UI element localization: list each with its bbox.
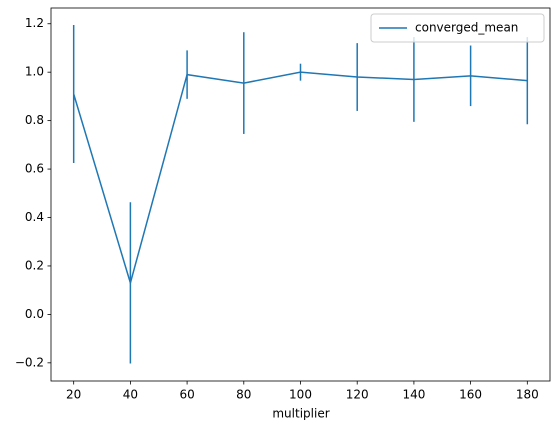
legend-label: converged_mean bbox=[415, 21, 518, 35]
y-tick-label: 0.6 bbox=[25, 162, 44, 176]
x-tick-label: 40 bbox=[123, 388, 138, 402]
x-tick-label: 120 bbox=[346, 388, 369, 402]
y-tick-label: −0.2 bbox=[15, 355, 44, 369]
x-tick-label: 80 bbox=[236, 388, 251, 402]
y-tick-label: 0.8 bbox=[25, 113, 44, 127]
legend-box bbox=[370, 13, 545, 43]
y-tick-label: 1.0 bbox=[25, 65, 44, 79]
x-tick-label: 100 bbox=[289, 388, 312, 402]
y-tick-label: 1.2 bbox=[25, 16, 44, 30]
x-tick-label: 160 bbox=[459, 388, 482, 402]
y-tick-label: 0.4 bbox=[25, 210, 44, 224]
x-axis-label: multiplier bbox=[272, 407, 329, 421]
x-tick-label: 60 bbox=[179, 388, 194, 402]
x-tick-label: 180 bbox=[516, 388, 539, 402]
y-tick-label: 0.2 bbox=[25, 258, 44, 272]
legend: converged_mean bbox=[370, 13, 545, 43]
x-tick-label: 20 bbox=[66, 388, 81, 402]
y-tick-label: 0.0 bbox=[25, 307, 44, 321]
plot-frame bbox=[50, 7, 551, 382]
data-line bbox=[72, 71, 528, 286]
x-tick-label: 140 bbox=[402, 388, 425, 402]
